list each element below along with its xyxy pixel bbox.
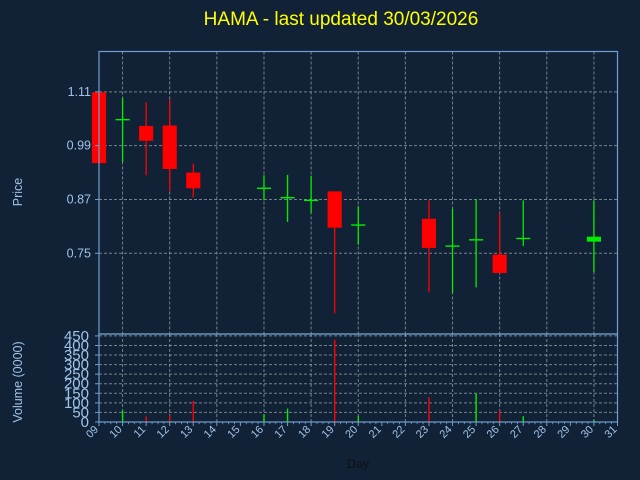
svg-text:Volume (0000): Volume (0000) — [11, 341, 25, 422]
svg-text:0.99: 0.99 — [67, 139, 91, 153]
svg-text:Day: Day — [347, 457, 370, 471]
svg-text:Price: Price — [11, 178, 25, 207]
svg-text:HAMA - last updated 30/03/2026: HAMA - last updated 30/03/2026 — [204, 9, 479, 30]
svg-text:450: 450 — [64, 328, 89, 345]
svg-text:0.87: 0.87 — [67, 192, 91, 206]
svg-text:1.11: 1.11 — [68, 85, 91, 99]
svg-text:0.75: 0.75 — [67, 246, 91, 260]
